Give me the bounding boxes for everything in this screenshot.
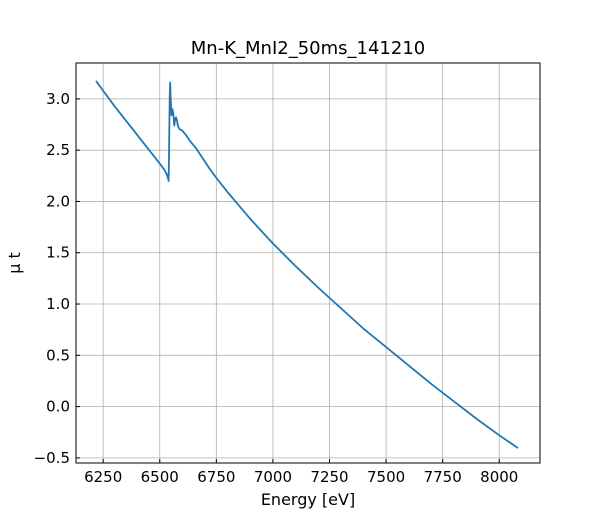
x-tick-label: 8000 [480, 468, 518, 486]
series-layer [95, 80, 519, 449]
y-tick-label: 3.0 [46, 90, 70, 108]
x-tick-label: 7750 [424, 468, 462, 486]
y-tick-label: 2.5 [46, 141, 70, 159]
series-line-0 [95, 80, 519, 449]
y-tick-label: 0.5 [46, 346, 70, 364]
x-tick-label: 6500 [141, 468, 179, 486]
y-tick-label: −0.5 [34, 449, 70, 467]
x-axis-label: Energy [eV] [261, 490, 355, 509]
x-tick-label: 7250 [310, 468, 348, 486]
chart-title: Mn-K_MnI2_50ms_141210 [191, 38, 425, 59]
plot-frame [75, 62, 541, 464]
x-tick-label: 7500 [367, 468, 405, 486]
y-tick-label: 2.0 [46, 192, 70, 210]
y-tick-label: 0.0 [46, 398, 70, 416]
y-tick-label: 1.0 [46, 295, 70, 313]
x-tick-label: 7000 [254, 468, 292, 486]
x-tick-label: 6250 [84, 468, 122, 486]
ticks: 6250 6500 6750 7000 7250 7500 7750 8000 −0.5 0.0 0… [34, 90, 519, 486]
y-axis-label: μ t [5, 252, 24, 274]
y-tick-label: 1.5 [46, 244, 70, 262]
x-tick-label: 6750 [197, 468, 235, 486]
grid [76, 63, 540, 463]
